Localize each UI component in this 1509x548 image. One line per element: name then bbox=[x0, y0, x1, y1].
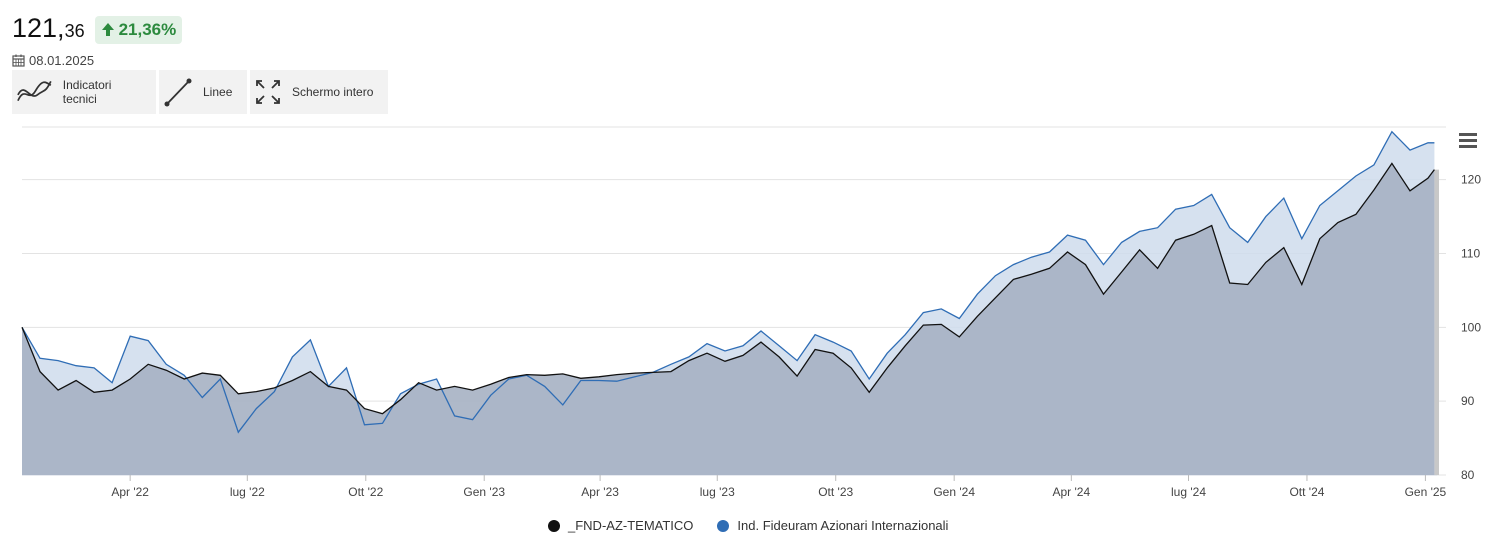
legend-item-index[interactable]: Ind. Fideuram Azionari Internazionali bbox=[717, 518, 948, 533]
performance-chart: 80 90 100 110 120 Apr '22 lug '22 Ott '22 Gen '2… bbox=[21, 126, 1481, 499]
date-row: 08.01.2025 bbox=[12, 53, 182, 68]
current-period-band bbox=[1434, 169, 1439, 475]
price-decimals: 36 bbox=[64, 21, 85, 41]
x-tick-label: Apr '24 bbox=[1053, 485, 1091, 499]
legend-marker-fund bbox=[548, 519, 560, 532]
arrow-up-icon bbox=[101, 23, 114, 36]
x-tick-label: lug '23 bbox=[700, 485, 735, 499]
x-tick-label: lug '24 bbox=[1171, 485, 1206, 499]
x-tick-label: Ott '23 bbox=[818, 485, 853, 499]
x-tick-label: Ott '24 bbox=[1289, 485, 1324, 499]
y-tick-label: 110 bbox=[1461, 247, 1480, 261]
fund-area bbox=[22, 163, 1435, 475]
fullscreen-label: Schermo intero bbox=[292, 85, 374, 99]
change-percent: 21,36% bbox=[118, 19, 177, 39]
lines-label: Linee bbox=[203, 85, 233, 99]
chart-menu-icon[interactable] bbox=[1458, 131, 1478, 149]
price-integer: 121, bbox=[12, 13, 65, 43]
change-badge: 21,36% bbox=[94, 15, 183, 44]
technical-indicators-label: Indicatori tecnici bbox=[62, 78, 112, 106]
calendar-icon bbox=[12, 54, 25, 67]
x-tick-label: lug '22 bbox=[230, 485, 265, 499]
axis-labels: 80 90 100 110 120 Apr '22 lug '22 Ott '22 Gen '2… bbox=[111, 173, 1481, 499]
indicators-icon bbox=[17, 80, 52, 102]
legend-item-fund[interactable]: _FND-AZ-TEMATICO bbox=[548, 518, 693, 533]
price-row: 121,36 21,36% bbox=[12, 10, 183, 49]
x-tick-label: Apr '23 bbox=[581, 485, 619, 499]
x-tick-label: Gen '23 bbox=[463, 485, 505, 499]
legend-label-fund: _FND-AZ-TEMATICO bbox=[568, 518, 694, 533]
x-tick-label: Gen '25 bbox=[1405, 485, 1447, 499]
chart-legend: _FND-AZ-TEMATICO Ind. Fideuram Azionari … bbox=[548, 518, 948, 533]
x-tick-label: Apr '22 bbox=[111, 485, 149, 499]
legend-marker-index bbox=[717, 519, 730, 532]
price-date: 08.01.2025 bbox=[29, 53, 95, 68]
lines-button[interactable]: Linee bbox=[159, 70, 247, 114]
line-tool-icon bbox=[164, 78, 192, 107]
y-tick-label: 120 bbox=[1461, 173, 1481, 187]
fullscreen-button[interactable]: Schermo intero bbox=[250, 70, 388, 114]
legend-label-index: Ind. Fideuram Azionari Internazionali bbox=[737, 518, 949, 533]
y-tick-label: 90 bbox=[1461, 394, 1475, 408]
series-lines bbox=[21, 130, 1435, 434]
technical-indicators-button[interactable]: Indicatori tecnici bbox=[12, 70, 156, 114]
current-price: 121,36 bbox=[12, 10, 85, 49]
fund-line bbox=[21, 162, 1435, 415]
x-tick-label: Ott '22 bbox=[348, 485, 383, 499]
y-tick-label: 100 bbox=[1461, 320, 1481, 334]
series-areas bbox=[22, 131, 1439, 475]
index-line bbox=[21, 130, 1435, 434]
y-tick-label: 80 bbox=[1461, 468, 1475, 482]
price-header: 121,36 21,36% 08.01.2025 bbox=[12, 10, 183, 68]
chart-toolbar: Indicatori tecnici Linee Schermo intero bbox=[12, 70, 388, 114]
x-tick-label: Gen '24 bbox=[933, 485, 975, 499]
fullscreen-icon bbox=[256, 80, 280, 104]
